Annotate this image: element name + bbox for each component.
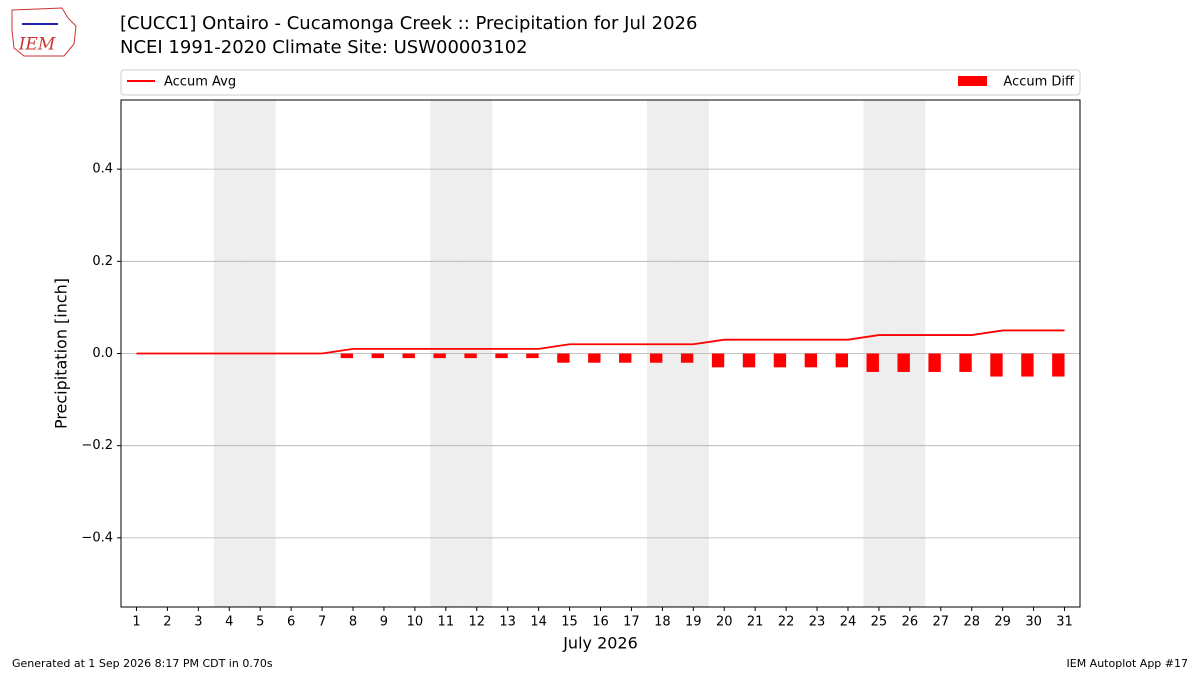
logo-text: IEM xyxy=(18,35,56,55)
bar xyxy=(433,353,446,359)
x-tick-label: 28 xyxy=(963,615,980,630)
x-tick-label: 2 xyxy=(163,615,171,630)
bar xyxy=(371,353,384,359)
x-tick-label: 9 xyxy=(380,615,388,630)
chart-subtitle: NCEI 1991-2020 Climate Site: USW00003102 xyxy=(120,37,528,58)
logo: IEM xyxy=(11,7,77,57)
bar xyxy=(649,353,663,363)
x-tick-label: 30 xyxy=(1025,615,1042,630)
x-tick-label: 31 xyxy=(1056,615,1073,630)
bar xyxy=(557,353,570,363)
x-tick-label: 23 xyxy=(809,615,826,630)
y-axis-label: Precipitation [inch] xyxy=(52,278,71,429)
bar xyxy=(680,353,694,363)
legend-swatch xyxy=(958,76,987,86)
x-tick-label: 15 xyxy=(561,615,578,630)
x-tick-label: 16 xyxy=(592,615,609,630)
x-tick-label: 19 xyxy=(685,615,702,630)
y-tick-label: 0.0 xyxy=(92,346,113,361)
x-tick-label: 24 xyxy=(840,615,857,630)
x-tick-label: 8 xyxy=(349,615,357,630)
x-tick-label: 5 xyxy=(256,615,264,630)
chart-title: [CUCC1] Ontairo - Cucamonga Creek :: Pre… xyxy=(120,13,697,34)
bar xyxy=(835,353,848,368)
bar xyxy=(928,353,941,372)
bar xyxy=(990,353,1003,377)
x-tick-label: 6 xyxy=(287,615,295,630)
bar xyxy=(495,353,508,359)
bar xyxy=(1021,353,1034,377)
x-tick-label: 26 xyxy=(902,615,919,630)
bar xyxy=(1052,353,1065,377)
x-tick-label: 20 xyxy=(716,615,733,630)
plot-frame xyxy=(120,99,1081,608)
x-tick-label: 11 xyxy=(438,615,455,630)
y-tick-label: −0.4 xyxy=(81,530,113,545)
bar xyxy=(464,353,477,359)
bar xyxy=(742,353,756,368)
x-tick-label: 1 xyxy=(132,615,140,630)
x-tick-label: 4 xyxy=(225,615,233,630)
bar xyxy=(526,353,539,359)
bar xyxy=(588,353,601,363)
x-tick-label: 18 xyxy=(654,615,671,630)
bar xyxy=(340,353,354,359)
bar xyxy=(773,353,787,368)
logo-outline xyxy=(11,7,77,57)
bar xyxy=(402,353,415,359)
x-tick-label: 17 xyxy=(623,615,640,630)
y-tick-label: −0.2 xyxy=(81,438,113,453)
x-tick-label: 29 xyxy=(994,615,1011,630)
x-tick-label: 14 xyxy=(530,615,547,630)
x-tick-label: 3 xyxy=(194,615,202,630)
legend-label: Accum Avg xyxy=(164,75,236,90)
bar xyxy=(866,353,879,372)
bar xyxy=(619,353,632,363)
footer-right: IEM Autoplot App #17 xyxy=(1067,657,1189,670)
x-tick-label: 13 xyxy=(499,615,516,630)
x-tick-label: 10 xyxy=(407,615,424,630)
x-tick-label: 25 xyxy=(871,615,888,630)
bar xyxy=(711,353,725,368)
x-tick-label: 7 xyxy=(318,615,326,630)
x-tick-label: 12 xyxy=(468,615,485,630)
legend-label: Accum Diff xyxy=(1003,75,1075,90)
x-tick-label: 22 xyxy=(778,615,795,630)
bar xyxy=(959,353,972,372)
y-tick-label: 0.4 xyxy=(92,162,113,177)
footer-left: Generated at 1 Sep 2026 8:17 PM CDT in 0… xyxy=(12,657,273,670)
legend xyxy=(120,69,1081,96)
x-axis-label: July 2026 xyxy=(562,634,638,653)
x-tick-label: 21 xyxy=(747,615,764,630)
bar xyxy=(897,353,910,372)
plot-area: −0.4−0.20.00.20.41 2 3 4 5 6 7 8 9 10 11 12 13 14 15 16… xyxy=(52,75,1081,653)
line xyxy=(136,329,1065,355)
x-tick-label: 27 xyxy=(933,615,950,630)
bar xyxy=(804,353,818,368)
y-tick-label: 0.2 xyxy=(92,254,113,269)
